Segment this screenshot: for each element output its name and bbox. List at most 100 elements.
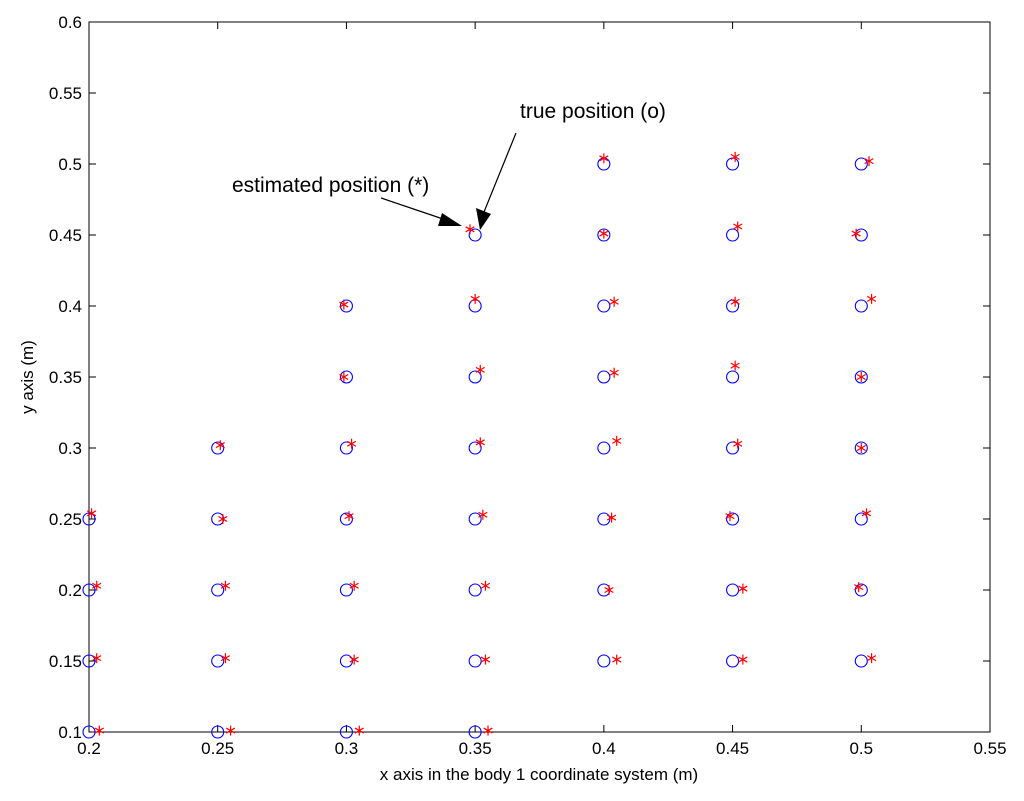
estimated-position-marker — [861, 508, 872, 519]
true-position-marker — [726, 441, 740, 455]
estimated-position-marker — [730, 360, 740, 371]
estimated-position-marker — [725, 511, 735, 522]
estimated-position-marker — [854, 582, 864, 593]
estimated-position-marker — [483, 725, 493, 736]
y-tick-label: 0.3 — [58, 439, 82, 458]
true-position-marker — [468, 228, 482, 242]
true-position-marker — [82, 654, 96, 668]
estimated-position-marker — [344, 511, 354, 522]
y-tick-label: 0.6 — [58, 13, 82, 32]
estimated-position-marker — [733, 221, 743, 232]
true-position-marker — [854, 583, 868, 597]
y-tick-label: 0.55 — [49, 84, 82, 103]
x-tick-label: 0.45 — [716, 739, 749, 758]
true-position-marker — [597, 654, 611, 668]
estimated-position-marker — [606, 512, 617, 523]
estimated-position-marker — [609, 367, 619, 378]
estimated-position-marker — [225, 725, 236, 736]
true-position-marker — [82, 512, 96, 526]
estimated-position-marker — [851, 228, 861, 239]
x-tick-label: 0.55 — [973, 739, 1006, 758]
estimated-position-marker — [220, 653, 231, 664]
true-position-marker — [468, 512, 482, 526]
true-position-marker — [854, 654, 868, 668]
estimated-position-marker — [475, 437, 485, 448]
x-tick-label: 0.5 — [849, 739, 873, 758]
estimated-position-marker — [92, 580, 102, 591]
true-position-marker — [82, 725, 96, 739]
estimated-position-marker — [480, 580, 491, 591]
estimated-position-marker — [354, 725, 364, 736]
x-tick-label: 0.2 — [77, 739, 101, 758]
data-markers — [82, 151, 877, 739]
x-axis-label: x axis in the body 1 coordinate system (… — [380, 765, 698, 784]
true-position-marker — [726, 228, 740, 242]
annotation-true-position-arrowhead — [476, 208, 491, 230]
true-position-marker — [468, 583, 482, 597]
true-position-marker — [597, 441, 611, 455]
true-position-marker — [339, 725, 353, 739]
true-position-marker — [597, 299, 611, 313]
y-axis-label: y axis (m) — [18, 340, 37, 414]
true-position-marker — [468, 654, 482, 668]
true-position-marker — [597, 370, 611, 384]
tick-labels: 0.2 0.25 0.3 0.35 0.4 0.45 0.5 0.55 0.1 0.15 0.2 0.… — [49, 13, 1007, 758]
estimated-position-marker — [465, 224, 475, 235]
estimated-position-marker — [733, 438, 743, 449]
true-position-marker — [726, 583, 740, 597]
annotation-estimated-position-text: estimated position (*) — [232, 174, 429, 197]
y-tick-label: 0.25 — [49, 510, 82, 529]
true-position-marker — [468, 725, 482, 739]
estimated-position-marker — [215, 440, 225, 451]
estimated-position-marker — [349, 580, 359, 591]
estimated-position-marker — [218, 514, 228, 524]
y-tick-label: 0.45 — [49, 226, 82, 245]
true-position-marker — [211, 441, 225, 455]
true-position-marker — [854, 157, 868, 171]
estimated-position-marker — [738, 583, 748, 594]
estimated-position-marker — [730, 151, 740, 162]
annotation-estimated-position-arrow — [380, 197, 447, 221]
estimated-position-marker — [866, 293, 877, 304]
true-position-marker — [339, 441, 353, 455]
true-position-marker — [854, 441, 868, 455]
estimated-position-marker — [86, 508, 97, 519]
annotation-true-position-text: true position (o) — [520, 100, 666, 123]
true-position-marker — [339, 583, 353, 597]
estimated-position-marker — [604, 585, 614, 595]
true-position-marker — [854, 370, 868, 384]
true-position-marker — [211, 583, 225, 597]
estimated-position-marker — [609, 296, 619, 307]
y-tick-label: 0.15 — [49, 652, 82, 671]
estimated-position-marker — [599, 153, 609, 164]
estimated-position-marker — [856, 372, 866, 382]
true-position-marker — [726, 654, 740, 668]
true-position-marker — [854, 299, 868, 313]
estimated-position-marker — [349, 654, 359, 665]
x-tick-label: 0.4 — [592, 739, 616, 758]
estimated-position-marker — [475, 364, 485, 375]
estimated-position-marker — [339, 299, 349, 310]
true-position-marker — [854, 512, 868, 526]
estimated-position-marker — [480, 654, 491, 665]
estimated-position-marker — [599, 228, 609, 239]
estimated-position-marker — [470, 293, 480, 304]
x-tick-label: 0.25 — [201, 739, 234, 758]
estimated-position-marker — [339, 372, 349, 382]
estimated-position-marker — [864, 156, 874, 167]
y-tick-label: 0.2 — [58, 581, 82, 600]
estimated-position-marker — [346, 438, 357, 449]
annotation-estimated-position-arrowhead — [438, 213, 462, 226]
y-tick-label: 0.4 — [58, 297, 82, 316]
y-tick-label: 0.35 — [49, 368, 82, 387]
true-position-marker — [726, 512, 740, 526]
true-position-marker — [726, 370, 740, 384]
true-position-marker — [339, 370, 353, 384]
estimated-position-marker — [478, 509, 488, 520]
estimated-position-marker — [94, 725, 104, 736]
true-position-marker — [211, 654, 225, 668]
estimated-position-marker — [612, 435, 622, 446]
y-tick-label: 0.1 — [58, 723, 82, 742]
true-position-marker — [854, 228, 868, 242]
